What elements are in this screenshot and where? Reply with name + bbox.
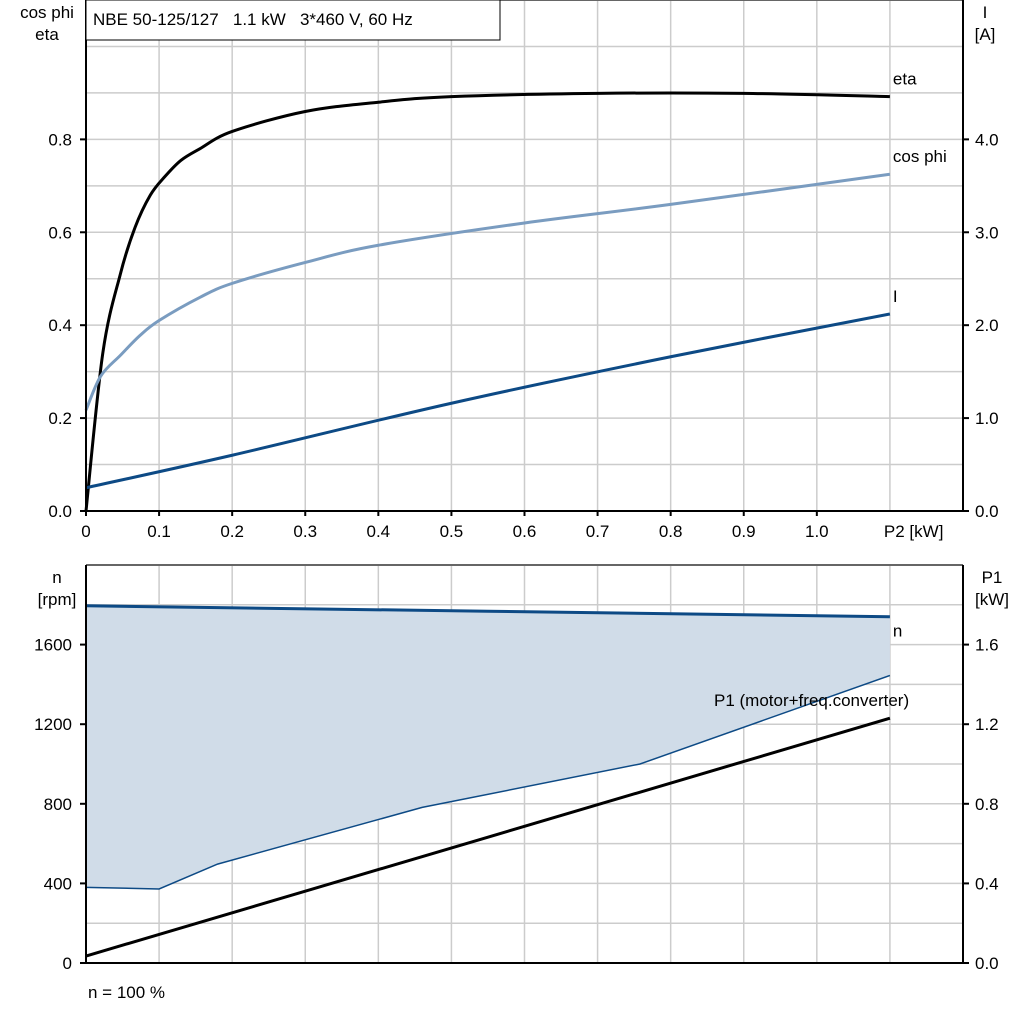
y-tick-label-left: 800 <box>44 795 72 814</box>
y-tick-label-left: 0.8 <box>48 130 72 149</box>
y-tick-label-right: 0.0 <box>975 954 999 973</box>
y-tick-label-left: 0.0 <box>48 502 72 521</box>
y-tick-label-right: 4.0 <box>975 130 999 149</box>
y-tick-label-left: 0.4 <box>48 316 72 335</box>
series-label-P1: P1 (motor+freq.converter) <box>714 691 909 710</box>
x-tick-label: 0.5 <box>440 522 464 541</box>
n-min-line <box>85 674 891 890</box>
y-tick-label-right: 3.0 <box>975 223 999 242</box>
y-tick-label-right: 1.0 <box>975 409 999 428</box>
y-tick-label-left: 1200 <box>34 715 72 734</box>
y-tick-label-left: 400 <box>44 874 72 893</box>
x-tick-label: 0.8 <box>659 522 683 541</box>
y-axis-label-right: I <box>983 3 988 22</box>
series-eta-line <box>84 91 890 512</box>
chart-title: NBE 50-125/127 1.1 kW 3*460 V, 60 Hz <box>93 10 413 29</box>
y-axis-label-left: n <box>52 568 61 587</box>
y-tick-label-right: 1.2 <box>975 715 999 734</box>
series-P1-line <box>85 716 891 958</box>
footer-note: n = 100 % <box>88 983 165 1002</box>
series-label-cos-phi: cos phi <box>893 147 947 166</box>
y-axis-label-left: [rpm] <box>38 590 77 609</box>
y-axis-label-left: cos phi <box>20 3 74 22</box>
x-axis-label: P2 [kW] <box>884 522 944 541</box>
y-tick-label-right: 0.8 <box>975 795 999 814</box>
y-tick-label-left: 0.6 <box>48 223 72 242</box>
x-tick-label: 0.3 <box>293 522 317 541</box>
y-axis-label-right: [kW] <box>975 590 1009 609</box>
series-n-line <box>85 604 890 619</box>
top-chart: eta cos phi I 0.0 0.2 0.4 0.6 0.8 0.0 1.0 2.0 3.0 4.… <box>20 0 999 541</box>
y-tick-label-left: 0.2 <box>48 409 72 428</box>
x-tick-label: 0.1 <box>147 522 171 541</box>
series-label-eta: eta <box>893 70 917 89</box>
x-tick-label: 0 <box>81 522 90 541</box>
x-tick-label: 0.2 <box>220 522 244 541</box>
y-axis-label-right: [A] <box>975 25 996 44</box>
x-tick-label: 0.9 <box>732 522 756 541</box>
series-cos-phi-line <box>84 172 891 411</box>
series-I-line <box>85 312 891 490</box>
y-tick-label-right: 0.0 <box>975 502 999 521</box>
series-label-I: I <box>893 287 898 306</box>
y-tick-label-right: 1.6 <box>975 636 999 655</box>
x-tick-label: 0.7 <box>586 522 610 541</box>
y-tick-label-left: 0 <box>63 954 72 973</box>
y-tick-label-right: 0.4 <box>975 874 999 893</box>
x-tick-label: 0.6 <box>513 522 537 541</box>
y-axis-label-right: P1 <box>982 568 1003 587</box>
y-tick-label-left: 1600 <box>34 636 72 655</box>
series-label-n: n <box>893 622 902 641</box>
x-tick-label: 1.0 <box>805 522 829 541</box>
x-tick-label: 0.4 <box>367 522 391 541</box>
title-box <box>85 0 501 41</box>
n-range-band <box>86 605 890 889</box>
bottom-chart: n P1 (motor+freq.converter) 0 400 800 1200 160… <box>34 564 1009 973</box>
y-tick-label-right: 2.0 <box>975 316 999 335</box>
y-axis-label-left: eta <box>35 25 59 44</box>
